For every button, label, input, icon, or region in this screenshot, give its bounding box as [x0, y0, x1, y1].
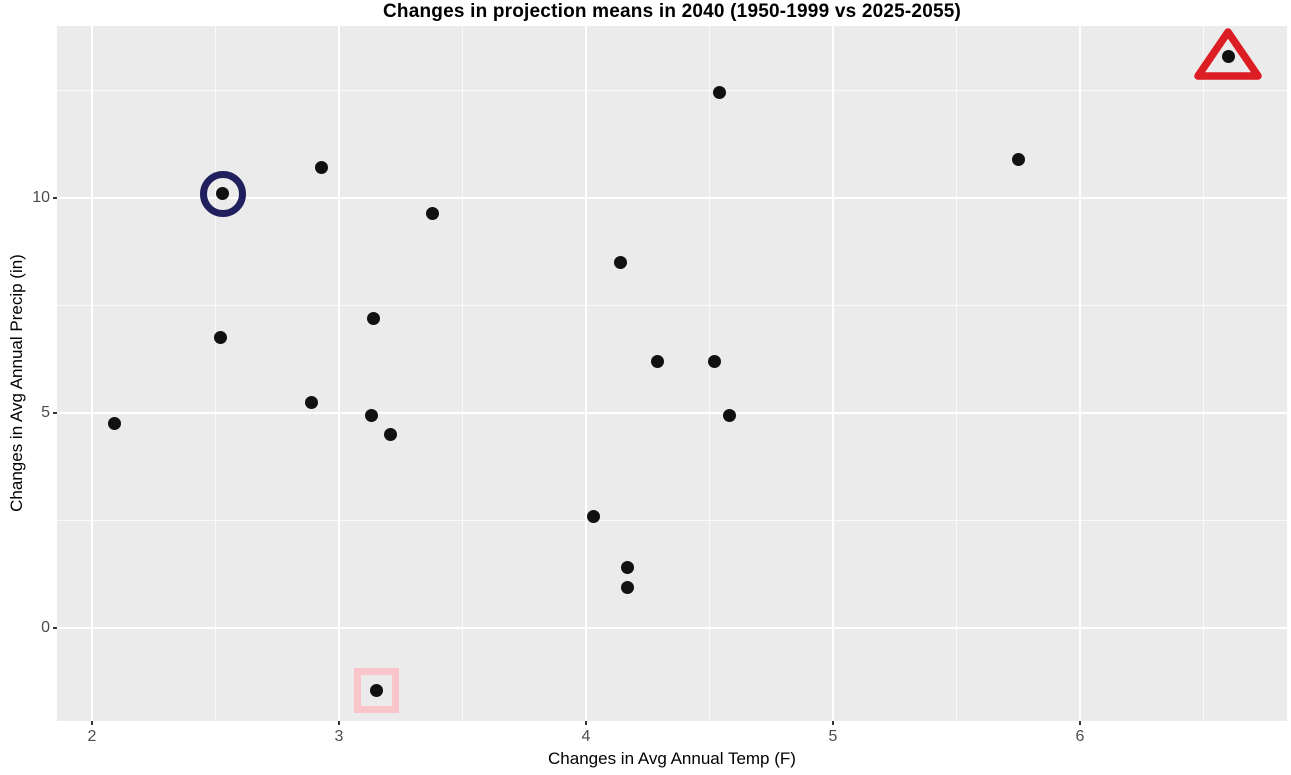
data-point [586, 509, 600, 523]
y-minor-gridline [57, 90, 1287, 91]
x-tick-label: 4 [581, 728, 591, 745]
data-point [369, 683, 383, 697]
x-minor-gridline [215, 26, 216, 721]
data-point [707, 354, 721, 368]
x-major-gridline [338, 26, 340, 721]
data-point [426, 206, 440, 220]
highlight-circle-annotation [199, 170, 246, 217]
x-minor-gridline [462, 26, 463, 721]
x-tick-mark [338, 721, 340, 725]
x-tick-mark [585, 721, 587, 725]
data-point [107, 417, 121, 431]
data-point [651, 354, 665, 368]
y-minor-gridline [57, 520, 1287, 521]
chart-title: Changes in projection means in 2040 (195… [382, 1, 962, 22]
x-minor-gridline [956, 26, 957, 721]
y-tick-mark [53, 197, 57, 199]
x-major-gridline [91, 26, 93, 721]
x-tick-mark [832, 721, 834, 725]
y-tick-mark [53, 627, 57, 629]
data-point [315, 161, 329, 175]
data-point [614, 256, 628, 269]
x-major-gridline [585, 26, 587, 721]
y-minor-gridline [57, 305, 1287, 306]
data-point [621, 580, 635, 594]
y-major-gridline [57, 627, 1287, 629]
data-point [1221, 49, 1235, 63]
x-major-gridline [1079, 26, 1081, 721]
x-tick-label: 2 [87, 728, 97, 745]
y-axis-title: Changes in Avg Annual Precip (in) [7, 254, 26, 512]
y-tick-label: 0 [41, 619, 50, 636]
highlight-square-annotation [353, 667, 399, 713]
y-tick-label: 5 [41, 404, 50, 421]
y-tick-label: 10 [32, 189, 50, 206]
data-point [213, 331, 227, 345]
data-point [367, 311, 381, 325]
x-tick-label: 6 [1075, 728, 1085, 745]
x-minor-gridline [709, 26, 710, 721]
data-point [384, 428, 398, 441]
data-point [1011, 152, 1025, 166]
data-point [712, 86, 726, 100]
y-major-gridline [57, 412, 1287, 414]
x-tick-label: 5 [828, 728, 838, 745]
x-tick-label: 3 [334, 728, 344, 745]
x-tick-mark [91, 721, 93, 725]
x-tick-mark [1079, 721, 1081, 725]
x-minor-gridline [1203, 26, 1204, 721]
data-point [722, 408, 736, 422]
data-point [305, 395, 319, 409]
data-point [364, 408, 378, 422]
data-point [621, 561, 635, 575]
x-axis-title: Changes in Avg Annual Temp (F) [548, 749, 796, 768]
plot-panel [57, 26, 1287, 721]
x-major-gridline [832, 26, 834, 721]
highlight-triangle-annotation [1194, 28, 1262, 80]
y-tick-mark [53, 412, 57, 414]
